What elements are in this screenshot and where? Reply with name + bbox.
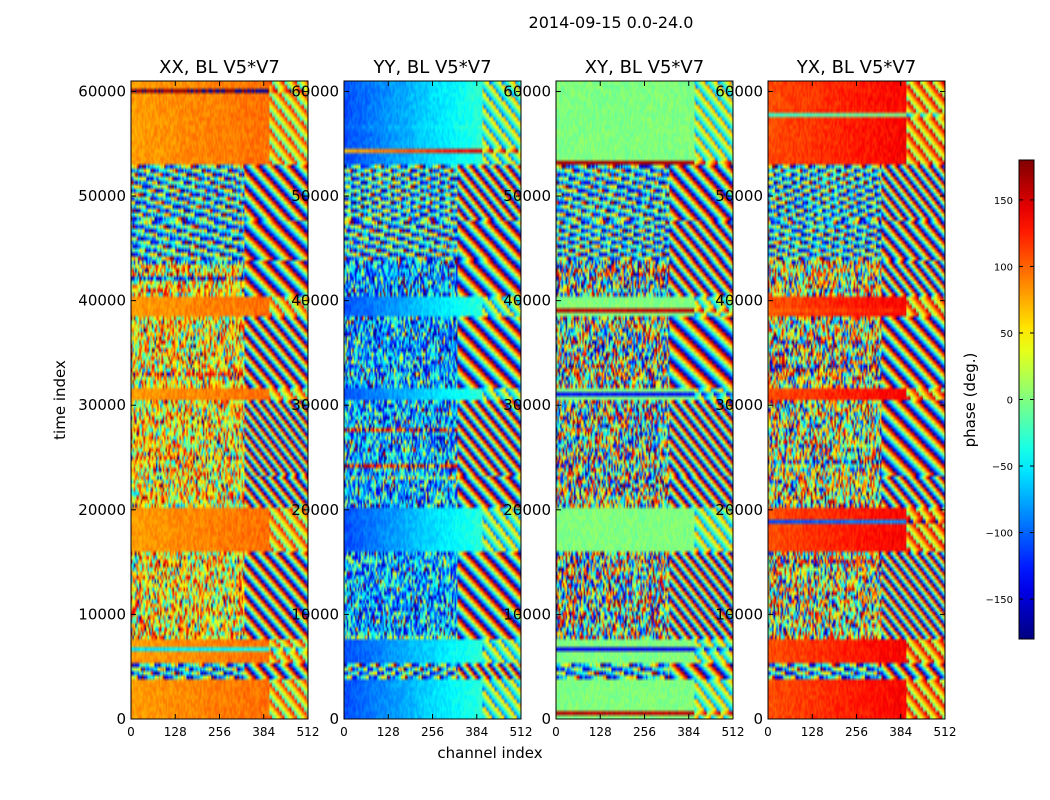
colorbar-tick-label: −150 <box>986 595 1013 606</box>
x-tick-label: 0 <box>340 725 348 739</box>
y-tick-label: 40000 <box>503 292 551 310</box>
x-tick-label: 512 <box>934 725 957 739</box>
panel-3: XY, BL V5*V7 0 128 256 384 512 0 10000 20000 3000… <box>503 57 744 739</box>
x-tick-label: 512 <box>722 725 745 739</box>
y-tick-label: 30000 <box>78 396 126 414</box>
x-tick-label: 256 <box>421 725 444 739</box>
y-tick-label: 50000 <box>78 187 126 205</box>
y-tick-label: 10000 <box>503 605 551 623</box>
x-tick-label: 128 <box>589 725 612 739</box>
y-tick-label: 30000 <box>291 396 339 414</box>
y-tick-label: 50000 <box>715 187 763 205</box>
x-tick-label: 0 <box>552 725 560 739</box>
y-tick-label: 20000 <box>291 501 339 519</box>
y-tick-label: 40000 <box>715 292 763 310</box>
y-tick-label: 0 <box>541 710 551 728</box>
y-tick-label: 50000 <box>291 187 339 205</box>
x-tick-label: 0 <box>127 725 135 739</box>
x-tick-label: 256 <box>633 725 656 739</box>
y-tick-label: 20000 <box>715 501 763 519</box>
y-tick-label: 60000 <box>715 82 763 100</box>
heatmap-image <box>131 81 308 719</box>
x-tick-label: 384 <box>465 725 488 739</box>
y-tick-label: 30000 <box>503 396 551 414</box>
y-tick-label: 30000 <box>715 396 763 414</box>
y-tick-label: 10000 <box>78 605 126 623</box>
y-tick-label: 0 <box>753 710 763 728</box>
x-tick-label: 384 <box>677 725 700 739</box>
x-tick-label: 256 <box>208 725 231 739</box>
x-tick-label: 128 <box>164 725 187 739</box>
x-tick-label: 384 <box>252 725 275 739</box>
x-tick-label: 128 <box>801 725 824 739</box>
panel-title: XX, BL V5*V7 <box>159 57 280 78</box>
panel-4: YX, BL V5*V7 0 128 256 384 512 0 10000 20000 3000… <box>715 57 956 739</box>
colorbar-label: phase (deg.) <box>961 353 979 448</box>
colorbar-tick-label: 50 <box>1000 329 1013 340</box>
colorbar-tick-label: −50 <box>992 462 1013 473</box>
panel-1: XX, BL V5*V7 0 128 256 384 512 0 10000 20000 3000… <box>78 57 319 739</box>
x-tick-label: 512 <box>510 725 533 739</box>
colorbar-tick-label: 150 <box>994 196 1013 207</box>
heatmap-image <box>556 81 733 719</box>
y-tick-label: 10000 <box>715 605 763 623</box>
y-tick-label: 0 <box>116 710 126 728</box>
panel-title: YY, BL V5*V7 <box>372 57 491 78</box>
y-tick-label: 20000 <box>78 501 126 519</box>
panel-title: YX, BL V5*V7 <box>796 57 916 78</box>
colorbar-tick-label: 0 <box>1007 396 1013 407</box>
figure-suptitle: 2014-09-15 0.0-24.0 <box>529 13 694 32</box>
y-tick-label: 0 <box>329 710 339 728</box>
colorbar: −150 −100 −50 0 50 100 150 phase (deg.) <box>961 159 1035 640</box>
y-tick-label: 20000 <box>503 501 551 519</box>
x-tick-label: 0 <box>764 725 772 739</box>
colorbar-gradient <box>1019 160 1034 639</box>
x-tick-label: 256 <box>845 725 868 739</box>
y-tick-label: 60000 <box>291 82 339 100</box>
y-tick-label: 40000 <box>78 292 126 310</box>
panel-title: XY, BL V5*V7 <box>585 57 704 78</box>
colorbar-tick-label: −100 <box>986 529 1013 540</box>
y-tick-label: 60000 <box>78 82 126 100</box>
y-tick-label: 40000 <box>291 292 339 310</box>
y-axis-label: time index <box>51 360 69 440</box>
x-tick-label: 384 <box>889 725 912 739</box>
colorbar-tick-label: 100 <box>994 262 1013 273</box>
y-tick-label: 10000 <box>291 605 339 623</box>
x-tick-label: 512 <box>297 725 320 739</box>
y-tick-label: 50000 <box>503 187 551 205</box>
y-tick-label: 60000 <box>503 82 551 100</box>
panel-2: YY, BL V5*V7 0 128 256 384 512 0 10000 20000 3000… <box>291 57 532 739</box>
heatmap-image <box>768 81 945 719</box>
heatmap-image <box>344 81 521 719</box>
x-tick-label: 128 <box>377 725 400 739</box>
x-axis-label: channel index <box>437 744 542 762</box>
